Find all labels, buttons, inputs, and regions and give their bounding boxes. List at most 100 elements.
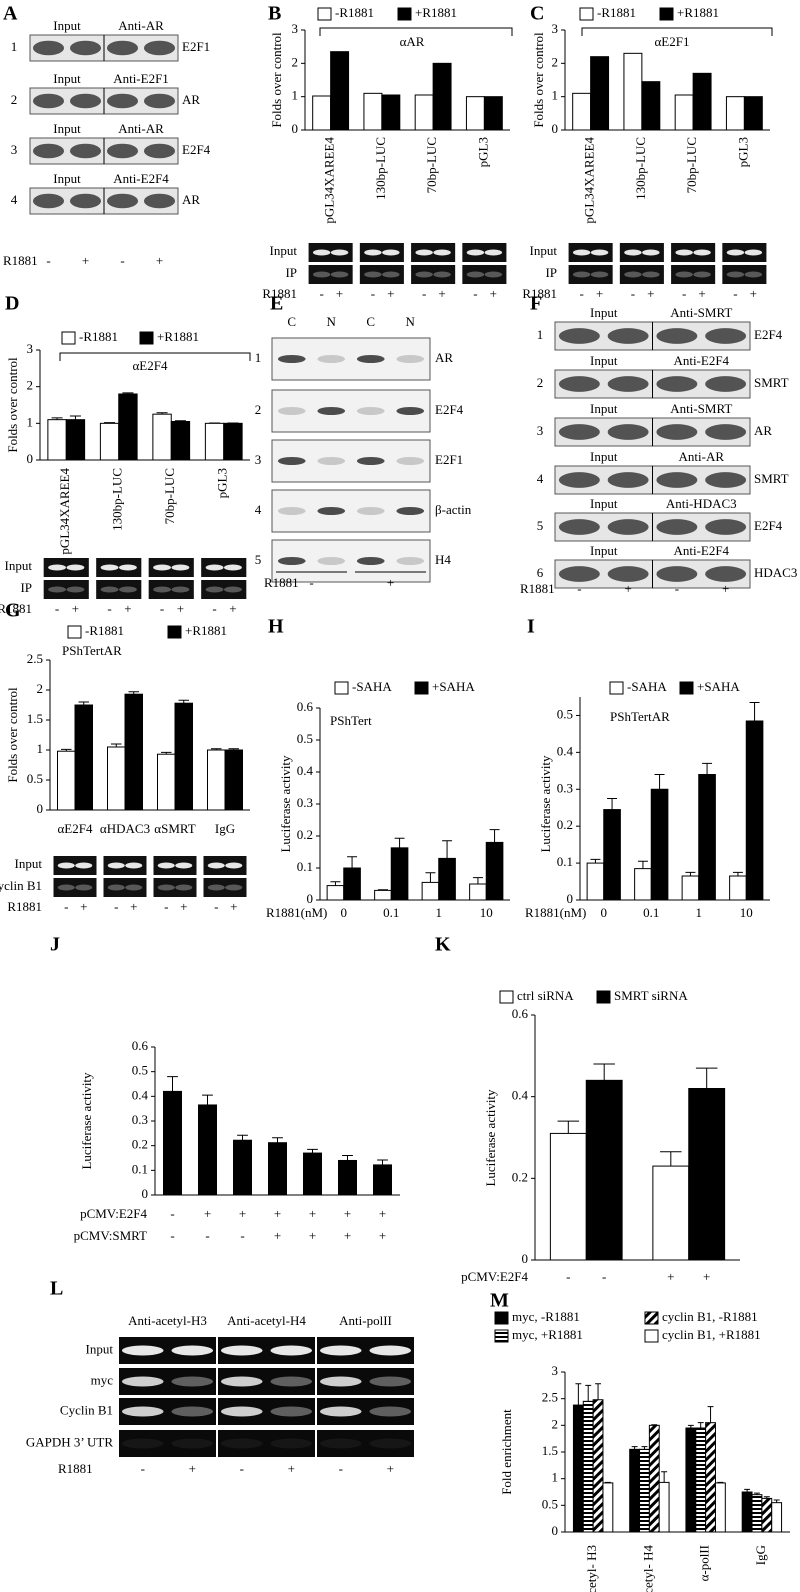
row-number: 2 [537, 375, 544, 390]
column-header: Anti-polII [339, 1313, 392, 1328]
treatment-label: R1881 [264, 575, 299, 590]
error-bar [707, 1406, 714, 1423]
row-number: 3 [11, 142, 18, 157]
treatment-value: - [473, 286, 477, 301]
error-bar [377, 889, 388, 891]
annotation: αE2F4 [133, 358, 168, 373]
gel-band [726, 271, 745, 278]
gel-band [205, 564, 224, 571]
bar [549, 1132, 587, 1261]
y-tick-label: 3 [552, 21, 559, 36]
treatment-value: + [387, 1461, 394, 1476]
gel-band [382, 271, 400, 278]
gel-band [433, 271, 451, 278]
y-axis-label: Luciferase activity [79, 1072, 94, 1170]
error-bar [307, 1148, 318, 1154]
legend-label: myc, -R1881 [512, 1309, 580, 1324]
gel-band [107, 884, 125, 891]
treatment-value: + [309, 1228, 316, 1243]
gel-band [57, 862, 75, 869]
legend-swatch [317, 7, 332, 21]
treatment-value: - [422, 286, 426, 301]
blot-band [396, 507, 425, 515]
treatment-value: + [379, 1228, 386, 1243]
blot-band [705, 328, 747, 344]
blot-band [143, 143, 176, 159]
legend-label: +R1881 [415, 5, 457, 20]
blot-band [656, 328, 698, 344]
row-label: E2F4 [435, 402, 464, 417]
row-label: SMRT [754, 471, 789, 486]
bar [586, 862, 605, 901]
gel-band [330, 249, 349, 256]
gel-band [171, 1376, 214, 1387]
treatment-value: + [596, 286, 603, 301]
error-bar [330, 881, 341, 886]
x-tick-label: 0.1 [383, 905, 399, 920]
treatment-value: - [46, 253, 50, 268]
gel-band [590, 249, 609, 256]
gel-band [675, 271, 693, 278]
treatment-value: + [274, 1228, 281, 1243]
gel-band [119, 564, 137, 571]
annotation: PShTertAR [62, 643, 122, 658]
gel-band [171, 586, 190, 593]
bar [381, 94, 401, 131]
gel-row-label: IP [20, 580, 32, 595]
y-tick-label: 0.2 [557, 817, 573, 832]
treatment-value: - [64, 899, 68, 914]
panel-letter: F [530, 293, 542, 315]
gel-band [270, 1406, 313, 1417]
y-tick-label: 3 [27, 341, 34, 356]
treatment-value: + [309, 1206, 316, 1221]
row-number: 5 [537, 518, 544, 533]
gel-strip [317, 1430, 414, 1457]
x-tick-label: pGL34XAREE4 [322, 137, 337, 224]
treatment-value: - [170, 1206, 174, 1221]
gel-band [48, 564, 66, 571]
column-header: Anti-E2F4 [673, 353, 729, 368]
error-bar [744, 1488, 751, 1492]
blot-band [143, 193, 176, 209]
treatment-label: R1881 [262, 286, 297, 301]
x-tick-label: pGL3 [215, 468, 230, 498]
bar [485, 841, 504, 901]
bar [338, 1159, 357, 1196]
blot-band [356, 457, 385, 465]
blot-band [607, 472, 649, 488]
bar [374, 889, 392, 901]
bar [432, 62, 452, 131]
bar [438, 857, 456, 901]
treatment-value: - [160, 601, 164, 616]
treatment-label: R1881 [522, 286, 557, 301]
gel-band [121, 1345, 164, 1356]
column-header: Anti-AR [679, 449, 725, 464]
blot-band [396, 407, 425, 415]
treatment-value: + [180, 899, 187, 914]
y-tick-label: 0.2 [512, 1169, 528, 1184]
gel-band [125, 884, 143, 891]
treatment-label: R1881 [3, 253, 38, 268]
gel-strip [201, 580, 247, 599]
gel-band [364, 271, 382, 278]
y-tick-label: 1 [27, 414, 34, 429]
y-tick-label: 0 [292, 121, 299, 136]
row-number: 5 [255, 552, 262, 567]
bar [390, 847, 409, 901]
panel-letter: K [435, 934, 451, 956]
y-tick-label: 0.1 [132, 1161, 148, 1176]
legend-swatch [167, 625, 182, 639]
blot-band [656, 472, 698, 488]
treatment-value: + [344, 1228, 351, 1243]
y-tick-label: 0.3 [297, 795, 313, 810]
gel-strip [53, 878, 97, 897]
blot-band [607, 376, 649, 392]
y-tick-label: 2 [37, 681, 44, 696]
gel-strip [153, 878, 197, 897]
error-bar [595, 1383, 601, 1400]
column-header: Input [53, 71, 81, 86]
legend-swatch [139, 331, 154, 345]
error-bar [607, 798, 618, 810]
gel-strip [359, 265, 404, 284]
x-tick-label: 10 [740, 905, 753, 920]
